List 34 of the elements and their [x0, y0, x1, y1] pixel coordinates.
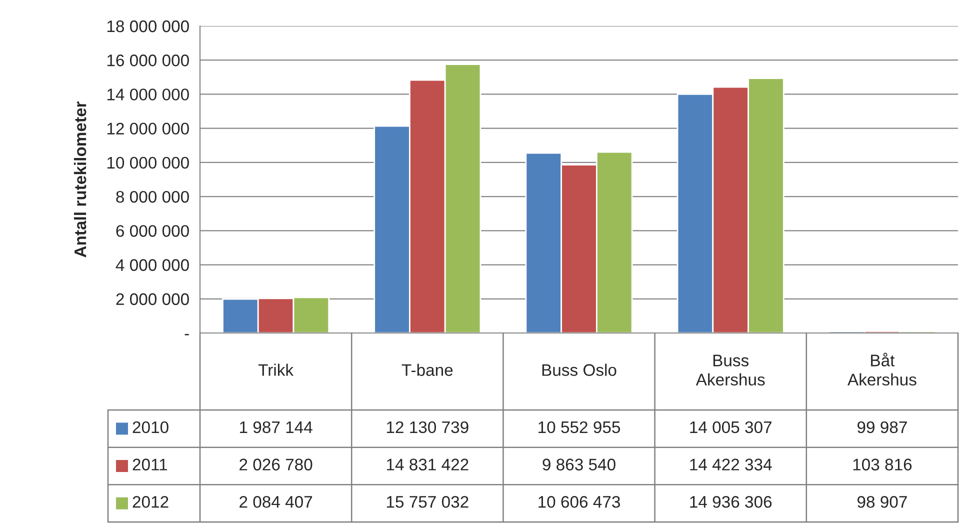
- data-label: 2 084 407: [240, 496, 312, 508]
- data-label: 1 987 144: [240, 421, 312, 434]
- data-label: 15 757 032: [386, 496, 468, 508]
- y-tick-label: 6 000 000: [116, 225, 189, 237]
- x-tick-label: T-bane: [402, 364, 453, 376]
- y-tick-label: -: [184, 334, 189, 336]
- data-label: 2 026 780: [240, 458, 312, 470]
- data-label: 12 130 739: [386, 421, 468, 434]
- y-tick-label: 12 000 000: [107, 122, 189, 135]
- y-tick-label: 16 000 000: [107, 54, 189, 66]
- legend-label: 2011: [132, 458, 168, 470]
- x-tick-label: Trikk: [258, 364, 294, 376]
- data-label: 14 005 307: [690, 421, 772, 434]
- legend-label: 2012: [132, 496, 168, 508]
- data-label: 14 831 422: [386, 458, 468, 470]
- x-tick-label: Båt Akershus: [848, 352, 916, 386]
- data-label: 10 606 473: [538, 496, 620, 508]
- data-label: 14 936 306: [690, 496, 772, 508]
- legend-label: 2010: [132, 421, 168, 434]
- y-tick-label: 8 000 000: [116, 190, 189, 203]
- y-tick-label: 2 000 000: [116, 293, 189, 306]
- data-label: 14 422 334: [690, 458, 772, 470]
- y-tick-label: 4 000 000: [116, 259, 189, 271]
- data-label: 10 552 955: [538, 421, 620, 434]
- data-label: 99 987: [857, 421, 907, 434]
- x-tick-label: Buss Oslo: [542, 364, 616, 376]
- y-tick-label: 14 000 000: [107, 88, 189, 100]
- y-tick-label: 18 000 000: [107, 20, 189, 32]
- data-label: 103 816: [853, 458, 912, 470]
- data-label: 98 907: [857, 496, 907, 508]
- x-tick-label: Buss Akershus: [696, 354, 765, 386]
- y-tick-label: 10 000 000: [107, 156, 189, 169]
- data-label: 9 863 540: [542, 458, 616, 470]
- y-axis-title: Antall rutekilometer: [74, 101, 86, 258]
